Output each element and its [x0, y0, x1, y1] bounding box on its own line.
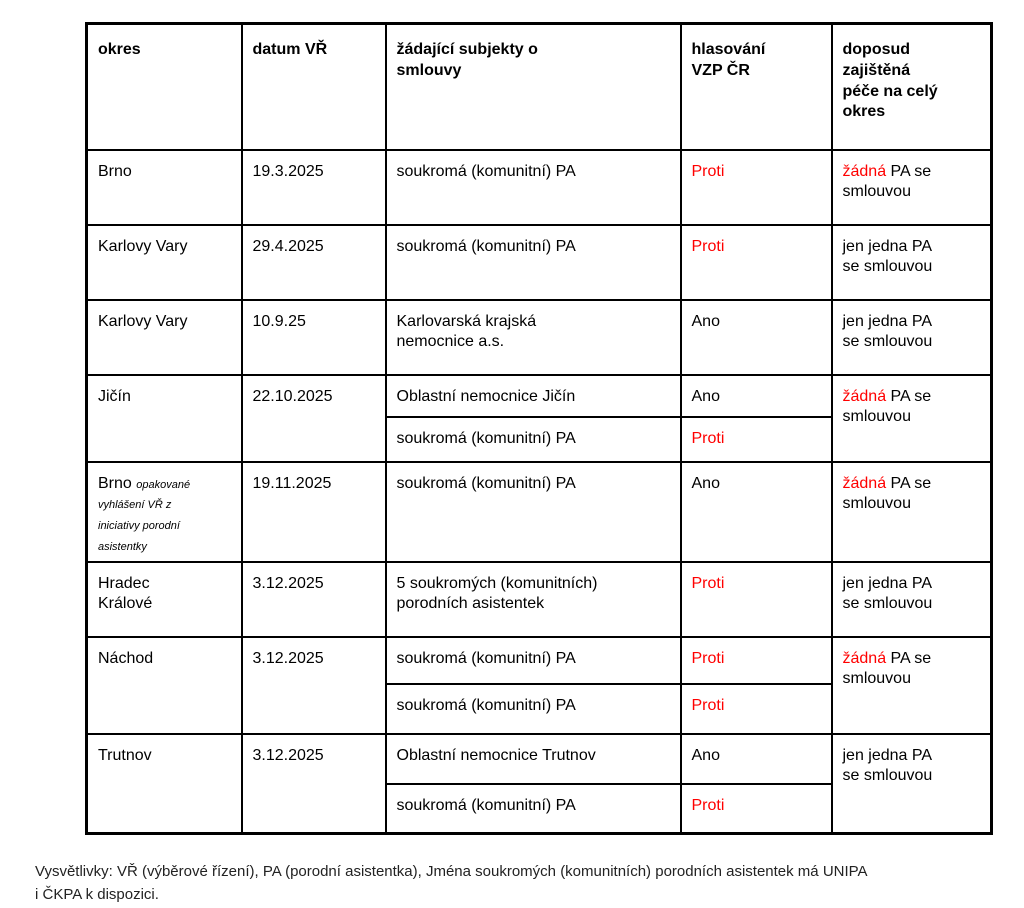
vote-cell: Ano	[679, 732, 833, 785]
care-rest: PA se smlouvou	[842, 387, 932, 426]
care-cell: jen jedna PA se smlouvou	[830, 298, 993, 376]
table-row-nachod-1: Náchod 3.12.2025 soukromá (komunitní) PA…	[85, 635, 993, 735]
subjekt-cell: soukromá (komunitní) PA	[384, 415, 682, 463]
vote-cell: Proti	[679, 148, 833, 226]
care-cell: jen jedna PA se smlouvou	[830, 560, 993, 638]
table-row-trutnov-2: soukromá (komunitní) PA Proti	[87, 782, 992, 835]
okres-cell: Karlovy Vary	[85, 223, 243, 301]
care-cell: jen jedna PA se smlouvou	[830, 732, 993, 835]
table-row-karlovy-vary-1: Karlovy Vary 29.4.2025 soukromá (komunit…	[85, 223, 993, 301]
vote-cell: Proti	[679, 415, 833, 463]
care-cell: žádná PA se smlouvou	[830, 148, 993, 226]
table-row-trutnov-1: Trutnov 3.12.2025 Oblastní nemocnice Tru…	[85, 732, 993, 835]
vote-cell: Ano	[679, 298, 833, 376]
legend-footnote: Vysvětlivky: VŘ (výběrové řízení), PA (p…	[35, 863, 868, 903]
datum-cell: 19.3.2025	[240, 148, 387, 226]
care-cell: jen jedna PA se smlouvou	[830, 223, 993, 301]
subjekt-cell: Oblastní nemocnice Jičín	[384, 373, 682, 418]
care-rest: PA se smlouvou	[842, 649, 932, 688]
okres-cell: Náchod	[85, 635, 243, 735]
subjekt-cell: soukromá (komunitní) PA	[384, 682, 682, 735]
subjekt-cell: soukromá (komunitní) PA	[384, 635, 682, 685]
datum-cell: 29.4.2025	[240, 223, 387, 301]
okres-cell: Karlovy Vary	[85, 298, 243, 376]
okres-cell: Hradec Králové	[85, 560, 243, 638]
care-cell: žádná PA se smlouvou	[830, 635, 993, 735]
okres-cell: Brno opakované vyhlášení VŘ z iniciativy…	[85, 460, 243, 563]
subjekt-cell: Oblastní nemocnice Trutnov	[384, 732, 682, 785]
care-rest: PA se smlouvou	[842, 474, 932, 513]
column-header-zadajici-subjekty: žádající subjekty o smlouvy	[384, 22, 682, 151]
datum-cell: 3.12.2025	[240, 635, 387, 735]
okres-cell: Jičín	[85, 373, 243, 463]
vote-cell: Proti	[679, 635, 833, 685]
care-cell: žádná PA se smlouvou	[830, 460, 993, 563]
table-row-brno-opakovane: Brno opakované vyhlášení VŘ z iniciativy…	[85, 460, 993, 563]
table-row-jicin-2: soukromá (komunitní) PA Proti	[87, 415, 992, 463]
subjekt-cell: soukromá (komunitní) PA	[384, 460, 682, 563]
column-header-okres: okres	[85, 22, 243, 151]
vote-cell: Ano	[679, 373, 833, 418]
care-highlight: žádná	[842, 387, 887, 405]
okres-note: opakované vyhlášení VŘ z iniciativy poro…	[98, 478, 191, 553]
table-row-hradec-kralove: Hradec Králové 3.12.2025 5 soukromých (k…	[85, 560, 993, 638]
vote-cell: Ano	[679, 460, 833, 563]
datum-cell: 22.10.2025	[240, 373, 387, 463]
care-rest: PA se smlouvou	[842, 162, 932, 201]
datum-cell: 3.12.2025	[240, 732, 387, 835]
care-highlight: žádná	[842, 162, 887, 180]
vote-cell: Proti	[679, 223, 833, 301]
okres-cell: Brno	[85, 148, 243, 226]
vr-results-table: okres datum VŘ žádající subjekty o smlou…	[85, 22, 993, 836]
datum-cell: 19.11.2025	[240, 460, 387, 563]
table-row-jicin-1: Jičín 22.10.2025 Oblastní nemocnice Jičí…	[85, 373, 993, 463]
vote-cell: Proti	[679, 560, 833, 638]
subjekt-cell: 5 soukromých (komunitních) porodních asi…	[384, 560, 682, 638]
okres-cell: Trutnov	[85, 732, 243, 835]
datum-cell: 10.9.25	[240, 298, 387, 376]
table-row-karlovy-vary-2: Karlovy Vary 10.9.25 Karlovarská krajská…	[85, 298, 993, 376]
care-cell: žádná PA se smlouvou	[830, 373, 993, 463]
table-row-brno: Brno 19.3.2025 soukromá (komunitní) PA P…	[85, 148, 993, 226]
subjekt-cell: soukromá (komunitní) PA	[384, 782, 682, 835]
table-row-nachod-2: soukromá (komunitní) PA Proti	[87, 682, 992, 735]
okres-name: Brno	[98, 474, 132, 492]
care-highlight: žádná	[842, 649, 887, 667]
subjekt-cell: soukromá (komunitní) PA	[384, 223, 682, 301]
subjekt-cell: Karlovarská krajská nemocnice a.s.	[384, 298, 682, 376]
care-highlight: žádná	[842, 474, 887, 492]
column-header-doposud-pece: doposud zajištěná péče na celý okres	[830, 22, 993, 151]
vote-cell: Proti	[679, 782, 833, 835]
vote-cell: Proti	[679, 682, 833, 735]
subjekt-cell: soukromá (komunitní) PA	[384, 148, 682, 226]
column-header-hlasovani-vzp: hlasování VZP ČR	[679, 22, 833, 151]
column-header-datum-vr: datum VŘ	[240, 22, 387, 151]
table-header-row: okres datum VŘ žádající subjekty o smlou…	[85, 22, 993, 151]
datum-cell: 3.12.2025	[240, 560, 387, 638]
